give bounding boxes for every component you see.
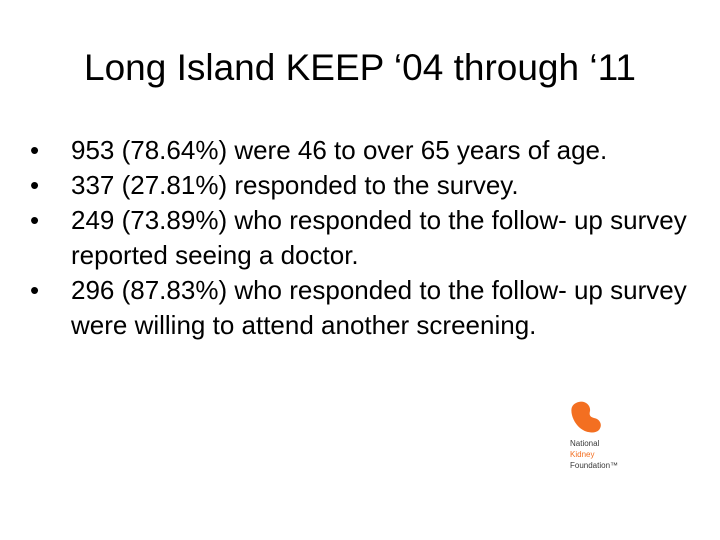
bullet-text: 337 (27.81%) responded to the survey. [71, 170, 519, 200]
logo-wordmark: National Kidney Foundation™ [570, 438, 618, 471]
slide-title: Long Island KEEP ‘04 through ‘11 [84, 47, 636, 88]
kidney-icon [571, 401, 601, 433]
bullet-marker: • [30, 170, 40, 200]
national-kidney-foundation-logo: National Kidney Foundation™ [566, 398, 636, 476]
bullet-text: 953 (78.64%) were 46 to over 65 years of… [71, 135, 608, 165]
bullet-item: • 337 (27.81%) responded to the survey. [30, 168, 700, 203]
logo-line-national: National [570, 439, 600, 448]
bullet-item: • 953 (78.64%) were 46 to over 65 years … [30, 133, 700, 168]
bullet-marker: • [30, 205, 40, 235]
bullet-text: 296 (87.83%) who responded to the follow… [71, 275, 687, 340]
logo-line-kidney: Kidney [570, 450, 595, 459]
bullet-marker: • [30, 135, 40, 165]
bullet-text: 249 (73.89%) who responded to the follow… [71, 205, 687, 270]
bullet-marker: • [30, 275, 40, 305]
bullet-item: • 296 (87.83%) who responded to the foll… [30, 273, 700, 343]
logo-line-foundation: Foundation™ [570, 461, 619, 470]
bullet-list: • 953 (78.64%) were 46 to over 65 years … [30, 133, 700, 343]
bullet-item: • 249 (73.89%) who responded to the foll… [30, 203, 700, 273]
